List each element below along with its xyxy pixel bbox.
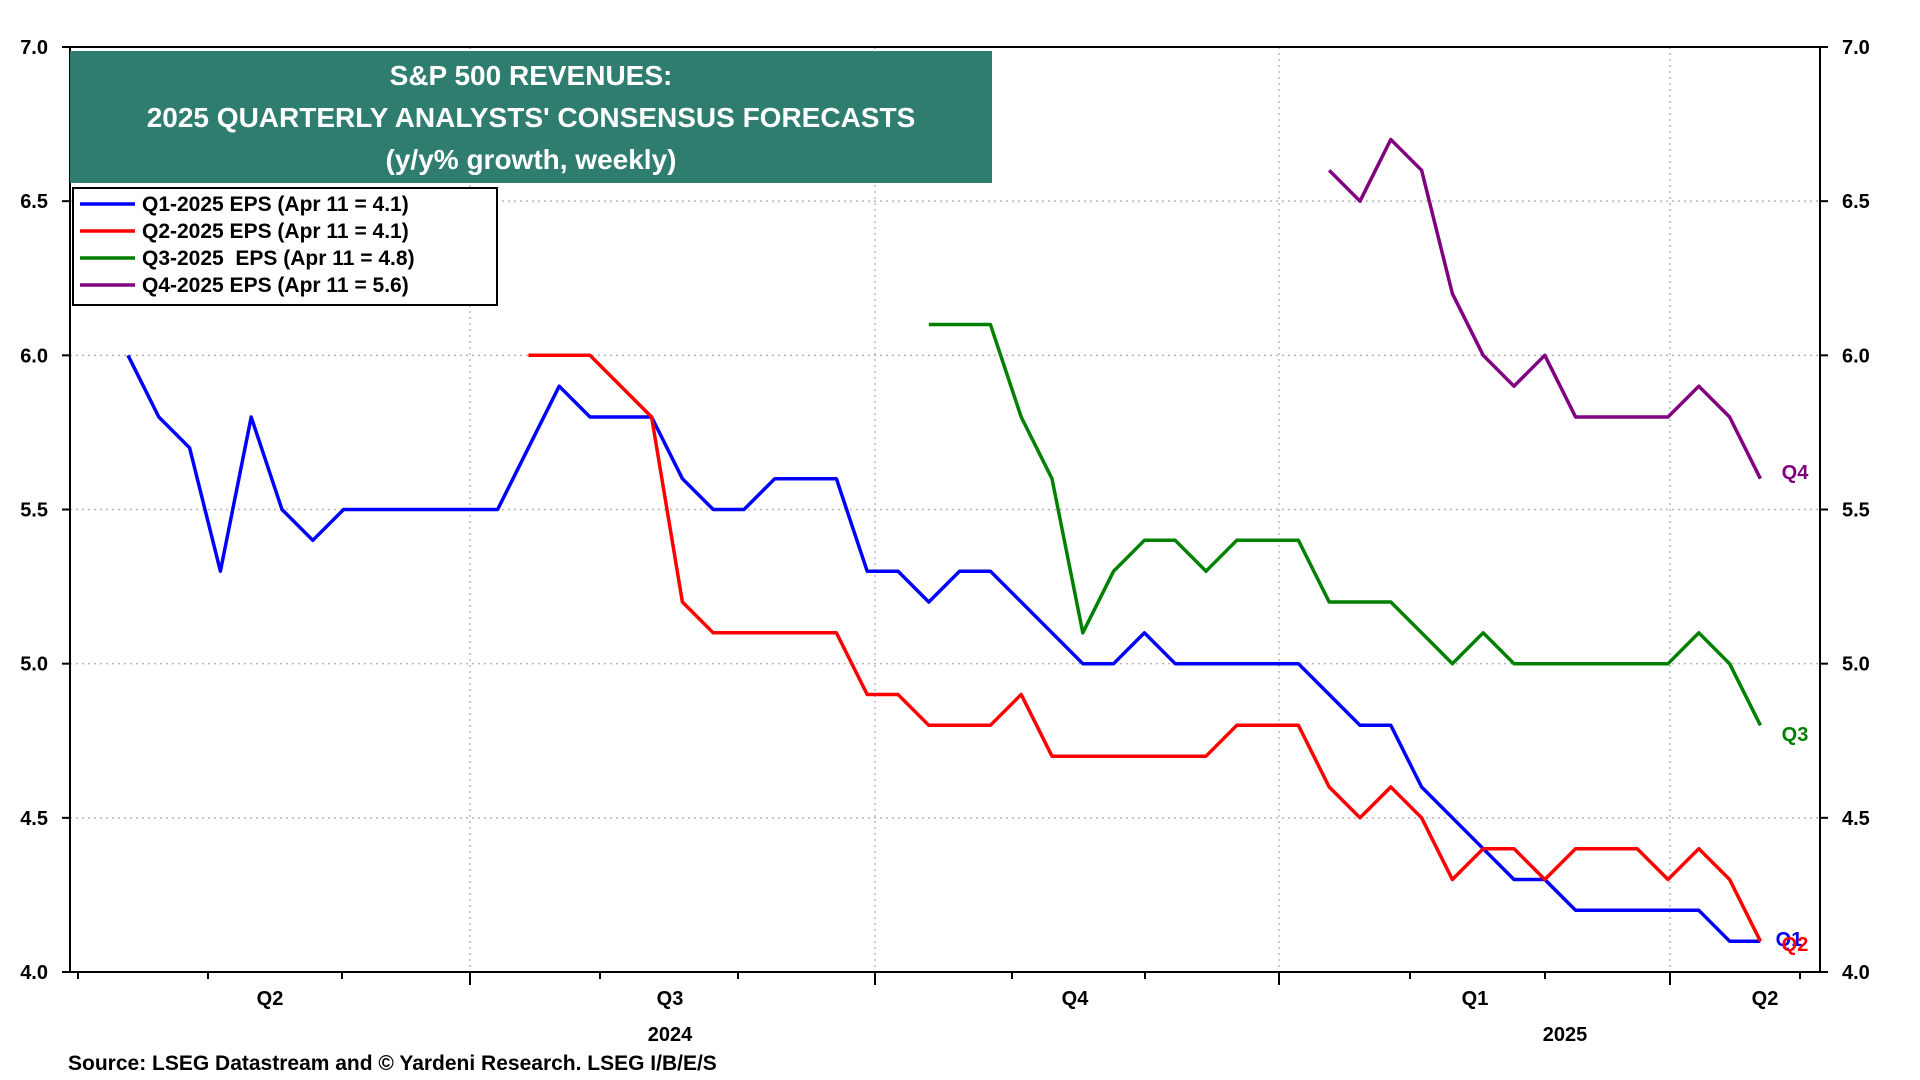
series-line-q3 xyxy=(928,322,1762,727)
source-note: Source: LSEG Datastream and © Yardeni Re… xyxy=(68,1052,717,1075)
y-tick-label-left: 5.0 xyxy=(20,654,48,676)
y-tick-label-left: 7.0 xyxy=(20,37,48,59)
y-tick-label-right: 4.5 xyxy=(1842,808,1870,830)
series-end-label-q3: Q3 xyxy=(1782,724,1809,746)
legend-box xyxy=(72,187,498,306)
y-tick-label-right: 7.0 xyxy=(1842,37,1870,59)
y-tick-label-left: 6.0 xyxy=(20,345,48,367)
series-line-q4 xyxy=(1327,137,1762,480)
axes: 4.0 4.0 4.5 4.5 5.0 5.0 5.5 5.5 6.0 6.0 6.5 6.5 7.0 7… xyxy=(20,37,1870,1046)
y-tick-label-right: 6.5 xyxy=(1842,191,1870,213)
y-tick-label-right: 4.0 xyxy=(1842,962,1870,984)
plot-frame xyxy=(69,46,1821,973)
series-end-label-q1: Q1 xyxy=(1776,929,1803,951)
series-lines xyxy=(126,137,1762,943)
legend-label-q2: Q2-2025 EPS (Apr 11 = 4.1) xyxy=(142,220,409,243)
legend-label-q3: Q3-2025 EPS (Apr 11 = 4.8) xyxy=(142,247,415,270)
x-quarter-label: Q2 xyxy=(257,988,284,1010)
legend-label-q4: Q4-2025 EPS (Apr 11 = 5.6) xyxy=(142,274,409,297)
title-box xyxy=(70,51,992,183)
x-year-label: 2025 xyxy=(1543,1024,1588,1046)
title-line-1: S&P 500 REVENUES: xyxy=(390,60,673,91)
x-quarter-label: Q2 xyxy=(1752,988,1779,1010)
y-tick-label-left: 4.0 xyxy=(20,962,48,984)
y-tick-label-right: 5.5 xyxy=(1842,500,1870,522)
gridlines xyxy=(70,47,1820,972)
series-line-q1 xyxy=(126,354,1761,943)
title-line-2: 2025 QUARTERLY ANALYSTS' CONSENSUS FOREC… xyxy=(147,102,916,133)
legend: Q1-2025 EPS (Apr 11 = 4.1) Q2-2025 EPS (A… xyxy=(72,187,498,306)
y-tick-label-right: 6.0 xyxy=(1842,345,1870,367)
title-line-3: (y/y% growth, weekly) xyxy=(386,144,677,175)
x-quarter-label: Q4 xyxy=(1062,988,1090,1010)
y-tick-label-right: 5.0 xyxy=(1842,654,1870,676)
series-line-q2 xyxy=(528,353,1762,942)
x-quarter-label: Q3 xyxy=(657,988,684,1010)
x-quarter-label: Q1 xyxy=(1462,988,1489,1010)
y-tick-label-left: 4.5 xyxy=(20,808,48,830)
series-end-label-q4: Q4 xyxy=(1782,462,1810,484)
chart-title: S&P 500 REVENUES: 2025 QUARTERLY ANALYST… xyxy=(70,51,992,183)
y-tick-label-left: 5.5 xyxy=(20,500,48,522)
x-year-label: 2024 xyxy=(648,1024,693,1046)
series-end-label-q2: Q2 xyxy=(1782,934,1809,956)
y-tick-label-left: 6.5 xyxy=(20,191,48,213)
legend-label-q1: Q1-2025 EPS (Apr 11 = 4.1) xyxy=(142,193,409,216)
